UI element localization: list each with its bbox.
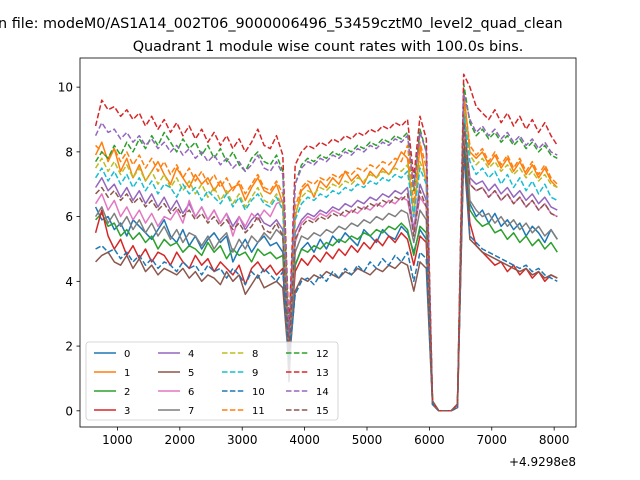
y-tick-label: 8 xyxy=(65,145,73,159)
y-tick-label: 6 xyxy=(65,210,73,224)
legend-label-5: 5 xyxy=(188,368,194,379)
legend-label-7: 7 xyxy=(188,406,194,417)
y-tick-label: 2 xyxy=(65,340,73,354)
x-tick-label: 7000 xyxy=(477,433,508,447)
series-line-14 xyxy=(94,92,558,412)
series-line-15 xyxy=(95,121,558,412)
series-line-2 xyxy=(95,134,558,412)
legend-label-9: 9 xyxy=(252,368,258,379)
legend-label-12: 12 xyxy=(316,349,329,360)
x-tick-label: 2000 xyxy=(165,433,196,447)
x-tick-label: 6000 xyxy=(414,433,445,447)
chart-title: Quadrant 1 module wise count rates with … xyxy=(133,39,524,55)
series-line-7 xyxy=(94,99,558,412)
series-line-0 xyxy=(94,131,558,412)
y-tick-label: 0 xyxy=(65,404,73,418)
y-tick-label: 10 xyxy=(58,81,73,95)
legend-label-4: 4 xyxy=(188,349,194,360)
legend-label-1: 1 xyxy=(124,368,130,379)
legend-label-2: 2 xyxy=(124,387,130,398)
series-line-11 xyxy=(95,96,558,412)
x-tick-label: 1000 xyxy=(102,433,133,447)
legend-label-6: 6 xyxy=(188,387,194,398)
legend-label-15: 15 xyxy=(316,406,329,417)
legend-label-8: 8 xyxy=(252,349,258,360)
x-tick-label: 5000 xyxy=(352,433,383,447)
plot-area-frame xyxy=(79,57,577,428)
legend-label-14: 14 xyxy=(316,387,329,398)
series-line-4 xyxy=(94,118,558,412)
x-tick-label: 8000 xyxy=(539,433,570,447)
x-offset-label: +4.9298e8 xyxy=(509,455,576,469)
series-line-9 xyxy=(94,112,558,412)
legend-label-13: 13 xyxy=(316,368,329,379)
series-line-1 xyxy=(94,89,558,412)
legend-label-10: 10 xyxy=(252,387,265,398)
series-line-5 xyxy=(95,151,558,412)
legend-label-11: 11 xyxy=(252,406,265,417)
legend-label-0: 0 xyxy=(124,349,130,360)
series-line-8 xyxy=(94,105,558,412)
legend-label-3: 3 xyxy=(124,406,130,417)
x-tick-label: 3000 xyxy=(227,433,258,447)
series-layer xyxy=(94,73,558,412)
series-line-13 xyxy=(94,73,558,412)
series-line-10 xyxy=(95,147,558,412)
figure-suptitle: n file: modeM0/AS1A14_002T06_9000006496_… xyxy=(0,16,563,32)
x-tick-label: 4000 xyxy=(289,433,320,447)
series-line-12 xyxy=(94,83,558,412)
legend-frame xyxy=(85,341,339,421)
y-tick-label: 4 xyxy=(65,275,73,289)
